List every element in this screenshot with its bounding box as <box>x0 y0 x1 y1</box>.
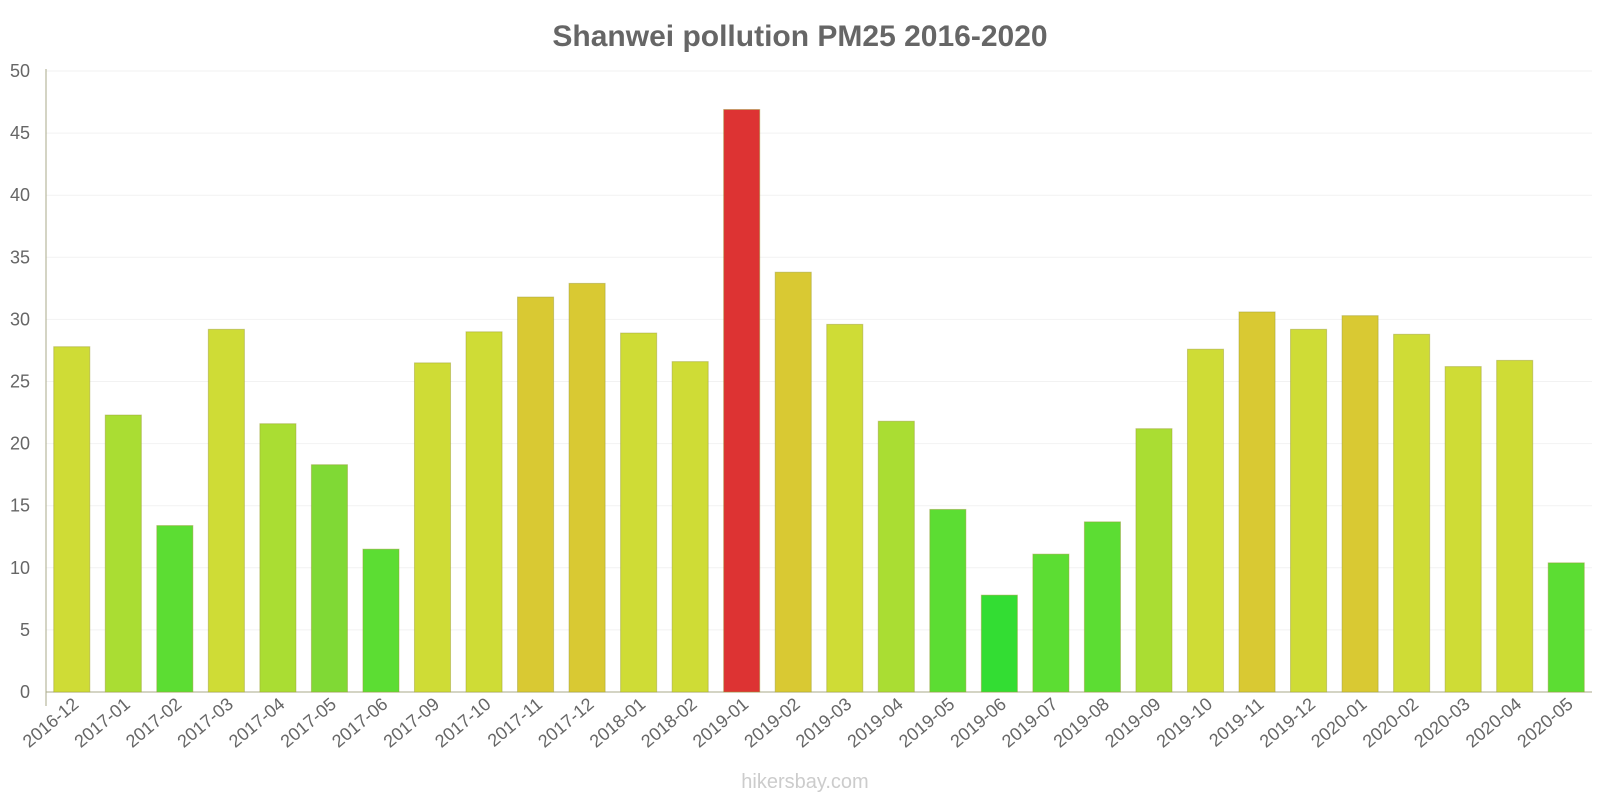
x-tick-label: 2017-03 <box>173 694 236 752</box>
x-tick-label: 2019-07 <box>998 694 1061 752</box>
watermark-text: hikersbay.com <box>741 771 868 793</box>
x-tick-label: 2019-09 <box>1101 694 1164 752</box>
bar-2020-05 <box>1547 562 1585 693</box>
x-tick-label: 2017-04 <box>225 694 288 752</box>
bar-2017-02 <box>156 525 194 693</box>
x-tick-label: 2019-01 <box>689 694 752 752</box>
x-tick-label: 2020-01 <box>1307 694 1370 752</box>
bar-2019-01 <box>723 109 761 693</box>
x-tick-label: 2017-05 <box>277 694 340 752</box>
bar-2020-04 <box>1496 359 1534 693</box>
x-tick-label: 2017-09 <box>380 694 443 752</box>
bar-2017-09 <box>413 362 452 693</box>
bar-2019-12 <box>1290 328 1328 693</box>
x-tick-label: 2019-03 <box>792 694 855 752</box>
x-tick-label: 2017-02 <box>122 694 185 752</box>
x-tick-label: 2016-12 <box>19 694 82 752</box>
bar-2016-12 <box>53 346 91 693</box>
bar-2017-05 <box>310 464 348 693</box>
x-tick-label: 2019-05 <box>895 694 958 752</box>
bar-2019-11 <box>1238 311 1276 693</box>
x-tick-label: 2019-04 <box>843 694 906 752</box>
bar-2019-05 <box>929 508 967 693</box>
bar-2020-01 <box>1341 315 1379 693</box>
bar-2018-02 <box>671 361 709 693</box>
y-tick-label: 50 <box>10 61 30 81</box>
bar-2020-02 <box>1393 333 1431 693</box>
y-tick-label: 45 <box>10 123 30 143</box>
x-tick-label: 2018-02 <box>637 694 700 752</box>
y-tick-label: 10 <box>10 558 30 578</box>
bar-2019-06 <box>980 594 1018 693</box>
bar-2019-07 <box>1032 553 1070 693</box>
bars <box>53 109 1585 693</box>
x-tick-label: 2017-11 <box>484 694 546 751</box>
chart-title: Shanwei pollution PM25 2016-2020 <box>552 20 1047 53</box>
bar-2017-04 <box>259 423 297 693</box>
x-tick-label: 2019-11 <box>1205 694 1267 751</box>
bar-2020-03 <box>1444 366 1482 693</box>
bar-2017-10 <box>465 331 503 693</box>
y-tick-label: 30 <box>10 309 30 329</box>
x-tick-label: 2019-08 <box>1050 694 1113 752</box>
x-tick-label: 2019-10 <box>1153 694 1216 752</box>
bar-2019-03 <box>826 323 864 693</box>
y-tick-label: 15 <box>10 496 30 516</box>
x-tick-label: 2017-06 <box>328 694 391 752</box>
x-tick-label: 2018-01 <box>586 694 649 752</box>
x-tick-label: 2017-12 <box>534 694 597 752</box>
x-tick-label: 2017-01 <box>70 694 133 752</box>
x-tick-label: 2020-05 <box>1513 694 1576 752</box>
y-tick-label: 0 <box>20 682 30 702</box>
bar-2017-01 <box>104 414 142 693</box>
y-tick-label: 5 <box>20 620 30 640</box>
y-tick-label: 40 <box>10 185 30 205</box>
y-tick-label: 20 <box>10 434 30 454</box>
bar-2019-04 <box>877 420 915 693</box>
y-tick-label: 25 <box>10 372 30 392</box>
bar-2017-12 <box>568 282 606 693</box>
bar-2018-01 <box>620 332 658 693</box>
x-tick-label: 2019-12 <box>1256 694 1319 752</box>
y-axis-ticks: 0 5 10 15 20 25 30 35 40 45 50 <box>10 61 30 702</box>
x-tick-label: 2020-04 <box>1462 694 1525 752</box>
x-tick-label: 2019-02 <box>740 694 803 752</box>
bar-2019-02 <box>774 271 812 693</box>
x-tick-label: 2017-10 <box>431 694 494 752</box>
x-tick-label: 2020-02 <box>1359 694 1422 752</box>
x-axis-ticks: 2016-122017-012017-022017-032017-042017-… <box>19 694 1577 752</box>
x-tick-label: 2019-06 <box>946 694 1009 752</box>
bar-2017-03 <box>207 328 245 693</box>
grid-lines <box>46 70 1592 631</box>
bar-2019-09 <box>1135 428 1173 693</box>
bar-2017-06 <box>362 548 400 693</box>
x-tick-label: 2020-03 <box>1410 694 1473 752</box>
bar-2019-10 <box>1186 348 1225 693</box>
y-tick-label: 35 <box>10 247 30 267</box>
bar-2019-08 <box>1083 521 1121 693</box>
bar-2017-11 <box>517 296 555 693</box>
